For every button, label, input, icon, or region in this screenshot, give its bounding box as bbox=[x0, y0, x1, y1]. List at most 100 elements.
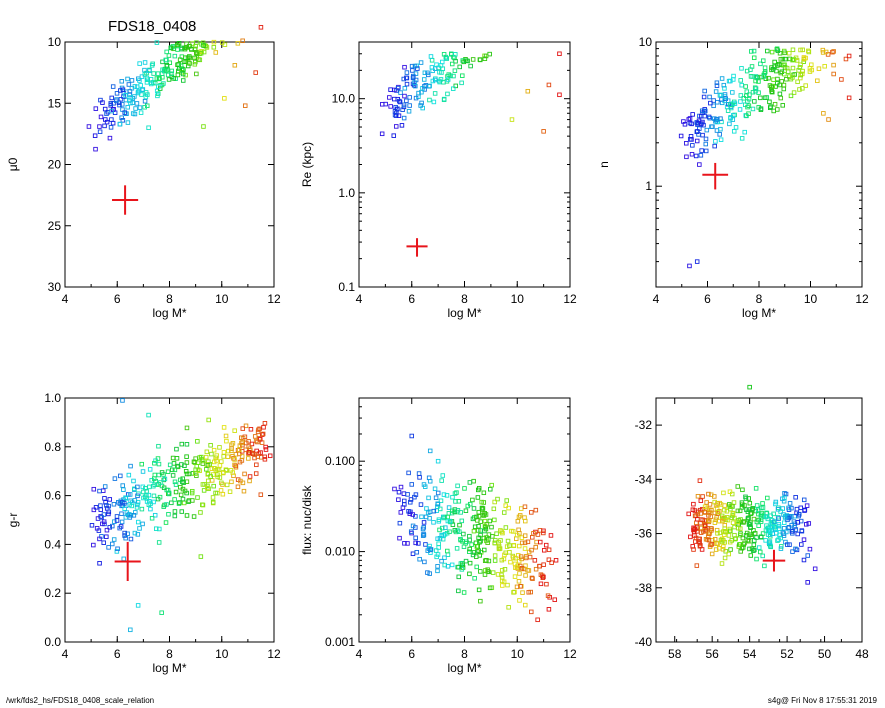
data-point bbox=[157, 494, 163, 500]
data-point bbox=[781, 82, 787, 88]
data-point bbox=[261, 425, 266, 430]
data-point bbox=[738, 549, 743, 554]
data-point bbox=[787, 501, 793, 506]
data-point bbox=[246, 450, 252, 455]
data-point bbox=[118, 88, 123, 93]
data-point bbox=[158, 480, 163, 485]
data-point bbox=[747, 532, 752, 538]
data-point bbox=[259, 432, 265, 437]
data-point bbox=[765, 48, 770, 54]
data-point bbox=[435, 568, 440, 574]
data-point bbox=[226, 448, 231, 454]
data-point bbox=[172, 513, 178, 519]
data-point bbox=[240, 38, 245, 44]
data-point bbox=[727, 504, 732, 509]
data-point bbox=[530, 576, 535, 581]
data-point bbox=[744, 89, 750, 94]
data-point bbox=[205, 478, 211, 484]
data-point bbox=[229, 479, 234, 485]
data-point bbox=[446, 72, 451, 77]
data-point bbox=[726, 78, 732, 84]
data-point bbox=[455, 483, 460, 489]
data-point bbox=[94, 526, 100, 531]
data-point bbox=[217, 475, 223, 480]
data-point bbox=[759, 510, 764, 516]
data-point bbox=[115, 546, 120, 552]
data-point bbox=[546, 82, 552, 88]
data-point bbox=[803, 83, 808, 88]
data-point bbox=[428, 54, 434, 59]
data-point bbox=[204, 449, 210, 455]
data-point bbox=[707, 94, 712, 100]
data-point bbox=[201, 124, 206, 129]
data-point bbox=[449, 61, 455, 67]
data-point bbox=[425, 70, 430, 76]
data-point bbox=[741, 520, 746, 525]
data-point bbox=[484, 557, 489, 563]
data-point bbox=[396, 489, 402, 495]
data-point bbox=[781, 526, 787, 531]
data-point bbox=[110, 84, 116, 89]
data-point bbox=[754, 503, 760, 508]
data-point bbox=[123, 535, 128, 541]
data-point bbox=[831, 49, 836, 54]
data-point bbox=[209, 466, 215, 471]
data-point bbox=[439, 558, 444, 564]
data-point bbox=[397, 99, 403, 105]
data-point bbox=[193, 43, 198, 49]
data-point bbox=[159, 610, 164, 615]
data-point bbox=[529, 575, 535, 581]
data-point bbox=[545, 593, 551, 598]
data-point bbox=[138, 110, 144, 115]
data-point bbox=[729, 491, 735, 497]
data-point bbox=[776, 516, 781, 521]
data-point bbox=[184, 454, 189, 459]
data-point bbox=[210, 495, 216, 500]
data-point bbox=[169, 71, 174, 76]
data-point bbox=[781, 520, 787, 525]
data-point bbox=[449, 562, 455, 568]
data-point bbox=[757, 549, 763, 555]
data-point bbox=[678, 133, 684, 139]
data-point bbox=[470, 57, 476, 62]
data-point bbox=[427, 509, 433, 515]
data-point bbox=[438, 77, 444, 82]
data-point bbox=[144, 80, 150, 85]
y-tick-label: 10.0 bbox=[332, 92, 356, 106]
data-point bbox=[175, 72, 181, 78]
data-point bbox=[201, 43, 206, 48]
data-point bbox=[445, 91, 450, 97]
data-point bbox=[750, 106, 756, 112]
data-point bbox=[706, 114, 712, 120]
data-point bbox=[527, 554, 533, 560]
data-point bbox=[391, 133, 397, 138]
data-point bbox=[246, 444, 251, 449]
data-point bbox=[457, 64, 462, 70]
data-point bbox=[772, 519, 777, 524]
data-point bbox=[812, 566, 818, 572]
data-point bbox=[695, 129, 700, 134]
data-point bbox=[516, 579, 522, 584]
data-point bbox=[146, 125, 151, 130]
data-point bbox=[805, 553, 811, 558]
data-point bbox=[414, 549, 420, 555]
data-point bbox=[737, 532, 743, 538]
data-point bbox=[475, 528, 481, 533]
data-point bbox=[156, 443, 161, 449]
data-point bbox=[232, 462, 237, 468]
data-point bbox=[139, 506, 145, 512]
data-point bbox=[742, 129, 747, 135]
data-point bbox=[189, 46, 194, 52]
data-point bbox=[154, 76, 160, 81]
data-point bbox=[134, 101, 140, 106]
data-point bbox=[255, 439, 260, 445]
data-point bbox=[170, 467, 175, 473]
data-point bbox=[698, 525, 704, 531]
data-point bbox=[762, 563, 767, 569]
data-point bbox=[126, 472, 132, 478]
data-point bbox=[392, 112, 398, 118]
plot-frame bbox=[358, 41, 571, 288]
data-point bbox=[492, 499, 497, 505]
data-point bbox=[163, 520, 169, 525]
data-point bbox=[785, 542, 790, 547]
